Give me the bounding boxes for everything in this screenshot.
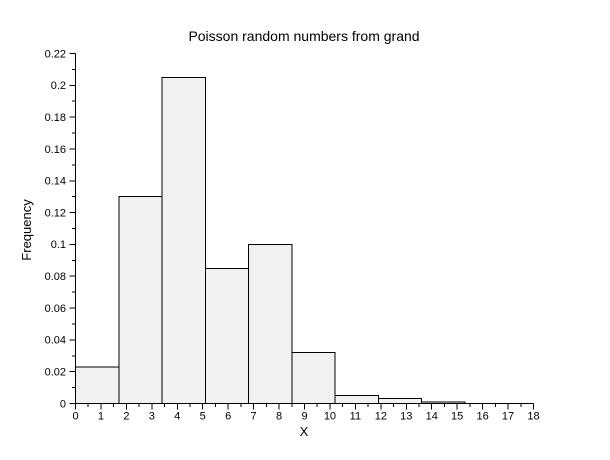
y-tick-label: 0.04 bbox=[45, 335, 66, 347]
x-tick-label: 1 bbox=[98, 411, 104, 423]
histogram-bar bbox=[291, 352, 336, 404]
x-tick-label: 0 bbox=[72, 411, 78, 423]
y-tick-label: 0.2 bbox=[51, 80, 66, 92]
x-tick-label: 18 bbox=[527, 411, 539, 423]
y-tick-label: 0 bbox=[60, 398, 66, 410]
x-tick-label: 7 bbox=[251, 411, 257, 423]
y-tick-label: 0.06 bbox=[45, 303, 66, 315]
y-tick-label: 0.1 bbox=[51, 239, 66, 251]
x-tick-label: 13 bbox=[400, 411, 412, 423]
y-tick-label: 0.22 bbox=[45, 48, 66, 60]
histogram-bar bbox=[204, 267, 250, 404]
histogram-bar bbox=[377, 398, 423, 405]
x-tick-label: 3 bbox=[149, 411, 155, 423]
y-tick-label: 0.08 bbox=[45, 271, 66, 283]
x-tick-label: 11 bbox=[350, 411, 361, 423]
x-tick-label: 8 bbox=[276, 411, 282, 423]
histogram-bar bbox=[75, 366, 120, 405]
x-tick-label: 10 bbox=[324, 411, 336, 423]
histogram-bar bbox=[334, 395, 379, 404]
x-tick-label: 14 bbox=[426, 411, 438, 423]
x-tick-label: 6 bbox=[225, 411, 231, 423]
histogram-bar bbox=[118, 196, 163, 404]
x-tick-label: 17 bbox=[502, 411, 514, 423]
bars-group bbox=[75, 76, 466, 405]
x-tick-label: 5 bbox=[200, 411, 206, 423]
chart-title: Poisson random numbers from grand bbox=[188, 28, 419, 44]
y-axis-label: Frequency bbox=[19, 199, 34, 261]
x-tick-label: 12 bbox=[375, 411, 387, 423]
x-tick-label: 16 bbox=[476, 411, 488, 423]
y-tick-label: 0.16 bbox=[45, 144, 66, 156]
y-tick-label: 0.18 bbox=[45, 112, 66, 124]
y-tick-label: 0.02 bbox=[45, 366, 66, 378]
histogram-bar bbox=[248, 243, 293, 404]
x-axis-label: X bbox=[300, 424, 309, 439]
x-tick-label: 4 bbox=[174, 411, 180, 423]
x-tick-label: 2 bbox=[123, 411, 129, 423]
x-tick-label: 15 bbox=[451, 411, 463, 423]
y-tick-label: 0.14 bbox=[45, 176, 66, 188]
x-tick-label: 9 bbox=[301, 411, 307, 423]
histogram-bar bbox=[161, 76, 206, 405]
y-tick-label: 0.12 bbox=[45, 207, 66, 219]
axes-group: 0 1 2 3 4 5 6 7 8 9 10 11 12 13 14 15 16 17 1800.020.040.0… bbox=[45, 48, 540, 422]
